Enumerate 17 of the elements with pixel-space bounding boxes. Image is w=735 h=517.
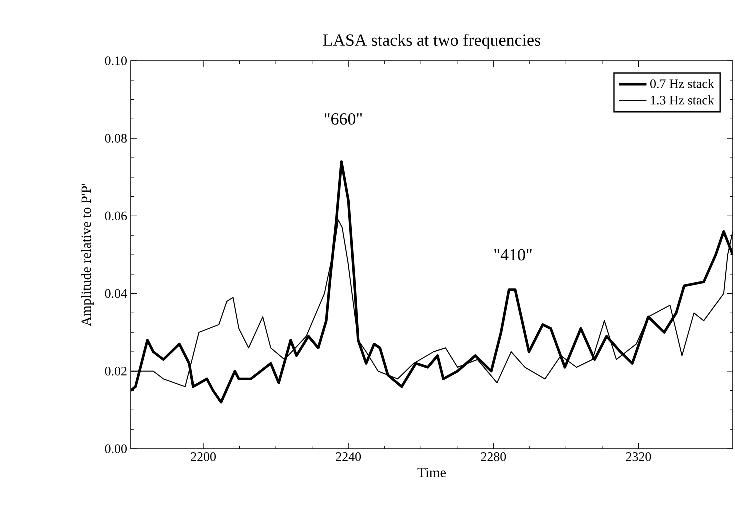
legend-label: 1.3 Hz stack [651, 96, 714, 105]
annotation: "660" [324, 113, 362, 125]
y-tick-label: 0.04 [105, 289, 128, 298]
x-tick-label: 2200 [191, 452, 216, 462]
annotation: "410" [494, 249, 532, 261]
y-tick-label: 0.00 [105, 444, 127, 454]
x-tick-label: 2320 [626, 452, 652, 462]
x-axis-title: Time [418, 468, 446, 478]
legend-label: 0.7 Hz stack [650, 79, 714, 88]
chart-title: LASA stacks at two frequencies [323, 34, 541, 50]
x-tick-label: 2240 [336, 452, 362, 462]
y-tick-label: 0.06 [105, 212, 128, 221]
x-tick-label: 2280 [481, 452, 506, 462]
y-tick-label: 0.02 [105, 367, 127, 376]
y-axis-title: Amplitude relative to P'P' [81, 184, 94, 327]
y-tick-label: 0.10 [105, 56, 127, 66]
y-tick-label: 0.08 [105, 134, 127, 143]
